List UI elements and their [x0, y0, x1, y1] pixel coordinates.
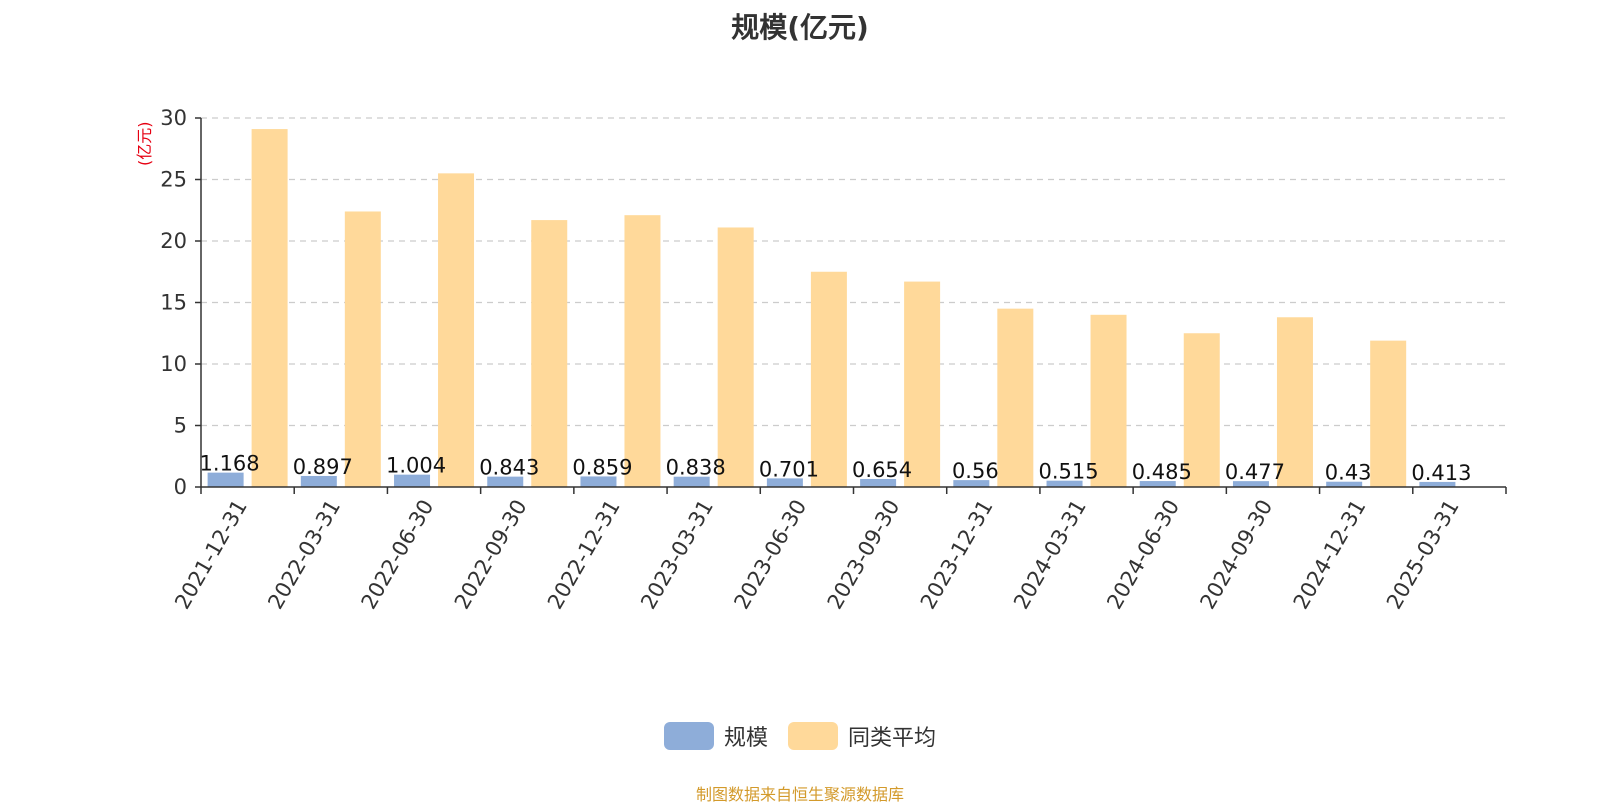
bar-peer-average[interactable]: [997, 308, 1034, 487]
data-label-scale: 0.859: [572, 455, 632, 479]
data-label-scale: 0.413: [1411, 461, 1471, 485]
x-tick-label: 2024-12-31: [1289, 496, 1371, 614]
bar-peer-average[interactable]: [624, 215, 661, 488]
bar-peer-average[interactable]: [1183, 333, 1220, 487]
data-labels: 1.168 0.897 1.004 0.843 0.859 0.838 0.701 0.654…: [200, 452, 1472, 485]
bar-scale[interactable]: [1232, 481, 1269, 487]
x-tick-label: 2025-03-31: [1382, 496, 1464, 614]
x-tick-label: 2023-12-31: [916, 496, 998, 614]
x-tick-label: 2022-03-31: [263, 496, 345, 614]
bar-peer-average[interactable]: [1276, 317, 1313, 487]
data-label-scale: 0.654: [852, 458, 912, 482]
data-label-scale: 0.56: [952, 459, 999, 483]
data-label-scale: 0.43: [1325, 461, 1372, 485]
y-tick-label: 15: [160, 291, 187, 315]
bar-scale[interactable]: [207, 472, 244, 487]
data-label-scale: 1.168: [200, 452, 260, 476]
bar-scale[interactable]: [766, 478, 803, 487]
x-tick-label: 2023-09-30: [823, 496, 905, 614]
y-tick-label: 25: [160, 168, 187, 192]
bar-scale[interactable]: [1419, 481, 1456, 487]
bar-scale[interactable]: [1326, 481, 1363, 487]
legend: 规模 同类平均: [0, 720, 1600, 752]
legend-label-scale: 规模: [723, 726, 768, 751]
bar-scale[interactable]: [1139, 481, 1176, 487]
bar-scale[interactable]: [394, 474, 431, 487]
data-label-scale: 0.843: [479, 456, 539, 480]
bar-scale[interactable]: [860, 478, 897, 487]
bar-peer-average[interactable]: [717, 227, 754, 487]
bar-scale[interactable]: [953, 480, 990, 487]
source-note: 制图数据来自恒生聚源数据库: [695, 785, 904, 804]
bar-scale[interactable]: [580, 476, 617, 487]
y-tick-label: 10: [160, 352, 187, 376]
bar-peer-average[interactable]: [438, 173, 475, 487]
bar-scale[interactable]: [673, 476, 710, 487]
y-tick-label: 0: [174, 475, 187, 499]
y-tick-label: 30: [160, 106, 187, 130]
data-label-scale: 0.838: [666, 456, 726, 480]
x-tick-label: 2022-06-30: [357, 496, 439, 614]
x-tick-label: 2021-12-31: [170, 496, 252, 614]
chart-title: 规模(亿元): [731, 11, 869, 44]
bars: [207, 129, 1456, 488]
legend-swatch-scale: [663, 722, 714, 750]
bar-scale[interactable]: [487, 476, 524, 487]
bar-scale[interactable]: [300, 475, 337, 487]
x-tick-label: 2024-09-30: [1195, 496, 1277, 614]
x-tick-label: 2024-06-30: [1102, 496, 1184, 614]
legend-label-peer-average: 同类平均: [848, 726, 937, 751]
gridlines: [201, 117, 1506, 427]
x-tick-label: 2022-09-30: [450, 496, 532, 614]
legend-swatch-peer-average: [788, 722, 838, 750]
bar-peer-average[interactable]: [904, 281, 941, 487]
bar-peer-average[interactable]: [1090, 314, 1127, 487]
data-label-scale: 0.897: [293, 455, 353, 479]
bar-peer-average[interactable]: [531, 220, 568, 487]
bar-peer-average[interactable]: [251, 129, 288, 487]
x-tick-label: 2022-12-31: [543, 496, 625, 614]
data-label-scale: 0.477: [1225, 460, 1285, 484]
y-tick-label: 5: [174, 414, 187, 438]
bar-peer-average[interactable]: [344, 211, 381, 488]
bar-peer-average[interactable]: [810, 271, 847, 487]
x-tick-label: 2023-06-30: [729, 496, 811, 614]
bar-peer-average[interactable]: [1370, 340, 1407, 487]
legend-item-scale[interactable]: 规模: [663, 720, 768, 752]
data-label-scale: 1.004: [386, 454, 446, 478]
y-tick-label: 20: [160, 229, 187, 253]
data-label-scale: 0.485: [1132, 460, 1192, 484]
legend-item-peer-average[interactable]: 同类平均: [788, 720, 936, 752]
bar-scale[interactable]: [1046, 480, 1083, 487]
x-tick-label: 2024-03-31: [1009, 496, 1091, 614]
data-label-scale: 0.701: [759, 457, 819, 481]
data-label-scale: 0.515: [1038, 460, 1098, 484]
y-axis-unit-label: (亿元): [135, 122, 154, 167]
x-tick-label: 2023-03-31: [636, 496, 718, 614]
